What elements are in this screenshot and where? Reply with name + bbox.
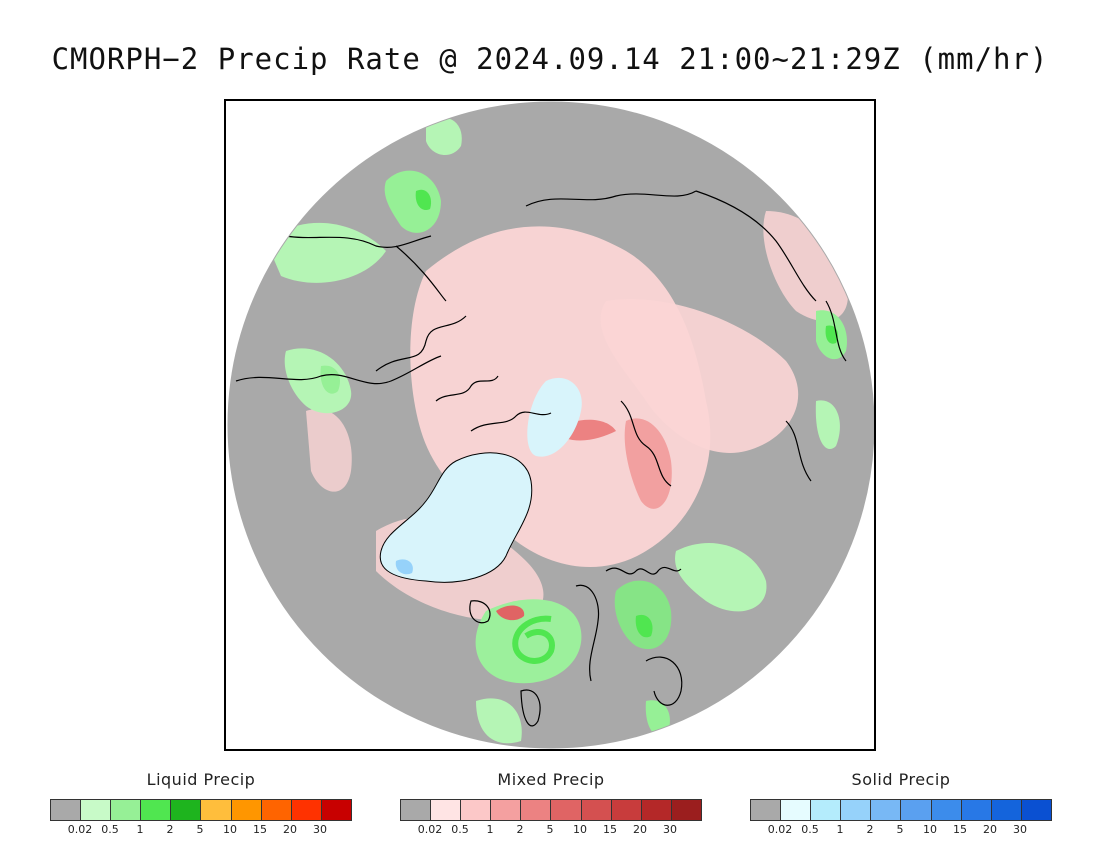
legend-swatch <box>81 800 112 820</box>
legend-swatch <box>201 800 232 820</box>
legend-swatch <box>551 800 582 820</box>
tick-label: 30 <box>1013 823 1027 836</box>
tick-label: 2 <box>516 823 524 836</box>
legend-swatch <box>141 800 172 820</box>
legend-swatch <box>781 800 812 820</box>
tick-label: 0.5 <box>451 823 469 836</box>
legend-title: Liquid Precip <box>146 770 256 789</box>
color-bar <box>50 799 352 821</box>
legend-swatch <box>581 800 612 820</box>
legend-swatch <box>961 800 992 820</box>
legend-swatch <box>261 800 292 820</box>
map-canvas <box>227 101 874 749</box>
tick-labels: 0.02 0.5 1 2 5 10 15 20 30 <box>400 823 700 837</box>
color-bar <box>400 799 702 821</box>
tick-label: 20 <box>983 823 997 836</box>
chart-title: CMORPH−2 Precip Rate @ 2024.09.14 21:00~… <box>51 42 1049 76</box>
legend-swatch <box>521 800 552 820</box>
tick-label: 30 <box>313 823 327 836</box>
tick-label: 30 <box>663 823 677 836</box>
legend-title: Solid Precip <box>851 770 951 789</box>
north-atlantic-cyclone <box>475 599 582 684</box>
legend-swatch <box>811 800 842 820</box>
tick-label: 5 <box>546 823 554 836</box>
tick-label: 1 <box>486 823 494 836</box>
legend-swatch <box>321 800 351 820</box>
tick-label: 20 <box>633 823 647 836</box>
legend-swatch <box>291 800 322 820</box>
tick-label: 2 <box>866 823 874 836</box>
legend-swatch <box>871 800 902 820</box>
siberia-mixed-precip <box>624 418 672 509</box>
tick-label: 15 <box>253 823 267 836</box>
legend-swatch <box>1021 800 1051 820</box>
legend-swatch <box>461 800 492 820</box>
legend-swatch <box>641 800 672 820</box>
legend-mixed: Mixed Precip 0.02 0.5 1 2 5 10 15 20 30 <box>400 770 702 837</box>
legend-solid: Solid Precip 0.02 0.5 1 2 5 10 15 20 30 <box>750 770 1052 837</box>
tick-label: 10 <box>923 823 937 836</box>
legend-swatch <box>171 800 202 820</box>
legend-swatch <box>51 800 82 820</box>
legend-swatch <box>611 800 642 820</box>
tick-label: 0.02 <box>417 823 443 836</box>
legend-swatch <box>231 800 262 820</box>
greenland <box>379 452 533 583</box>
legend-swatch <box>431 800 462 820</box>
tick-label: 0.02 <box>767 823 793 836</box>
coastlines <box>235 190 847 727</box>
tick-label: 2 <box>166 823 174 836</box>
tick-label: 5 <box>196 823 204 836</box>
legend-swatch <box>841 800 872 820</box>
polar-map <box>224 99 876 751</box>
tick-label: 10 <box>573 823 587 836</box>
tick-label: 5 <box>896 823 904 836</box>
legend-swatch <box>931 800 962 820</box>
tick-label: 10 <box>223 823 237 836</box>
legend-swatch <box>751 800 782 820</box>
tick-label: 1 <box>136 823 144 836</box>
pole-solid-precip <box>527 377 582 457</box>
tick-label: 1 <box>836 823 844 836</box>
legend-swatch <box>671 800 701 820</box>
legend-swatch <box>401 800 432 820</box>
legend-liquid: Liquid Precip 0.02 0.5 1 2 5 10 15 20 30 <box>50 770 352 837</box>
tick-label: 15 <box>953 823 967 836</box>
legend-swatch <box>491 800 522 820</box>
legend-swatch <box>901 800 932 820</box>
tick-label: 15 <box>603 823 617 836</box>
color-bar <box>750 799 1052 821</box>
legend-swatch <box>111 800 142 820</box>
tick-label: 0.5 <box>801 823 819 836</box>
tick-label: 20 <box>283 823 297 836</box>
canada-liquid-precip <box>284 348 352 414</box>
tick-labels: 0.02 0.5 1 2 5 10 15 20 30 <box>750 823 1050 837</box>
legend-title: Mixed Precip <box>497 770 605 789</box>
tick-labels: 0.02 0.5 1 2 5 10 15 20 30 <box>50 823 350 837</box>
tick-label: 0.5 <box>101 823 119 836</box>
scandinavia-liquid-precip <box>614 580 672 650</box>
legend-swatch <box>991 800 1022 820</box>
tick-label: 0.02 <box>67 823 93 836</box>
